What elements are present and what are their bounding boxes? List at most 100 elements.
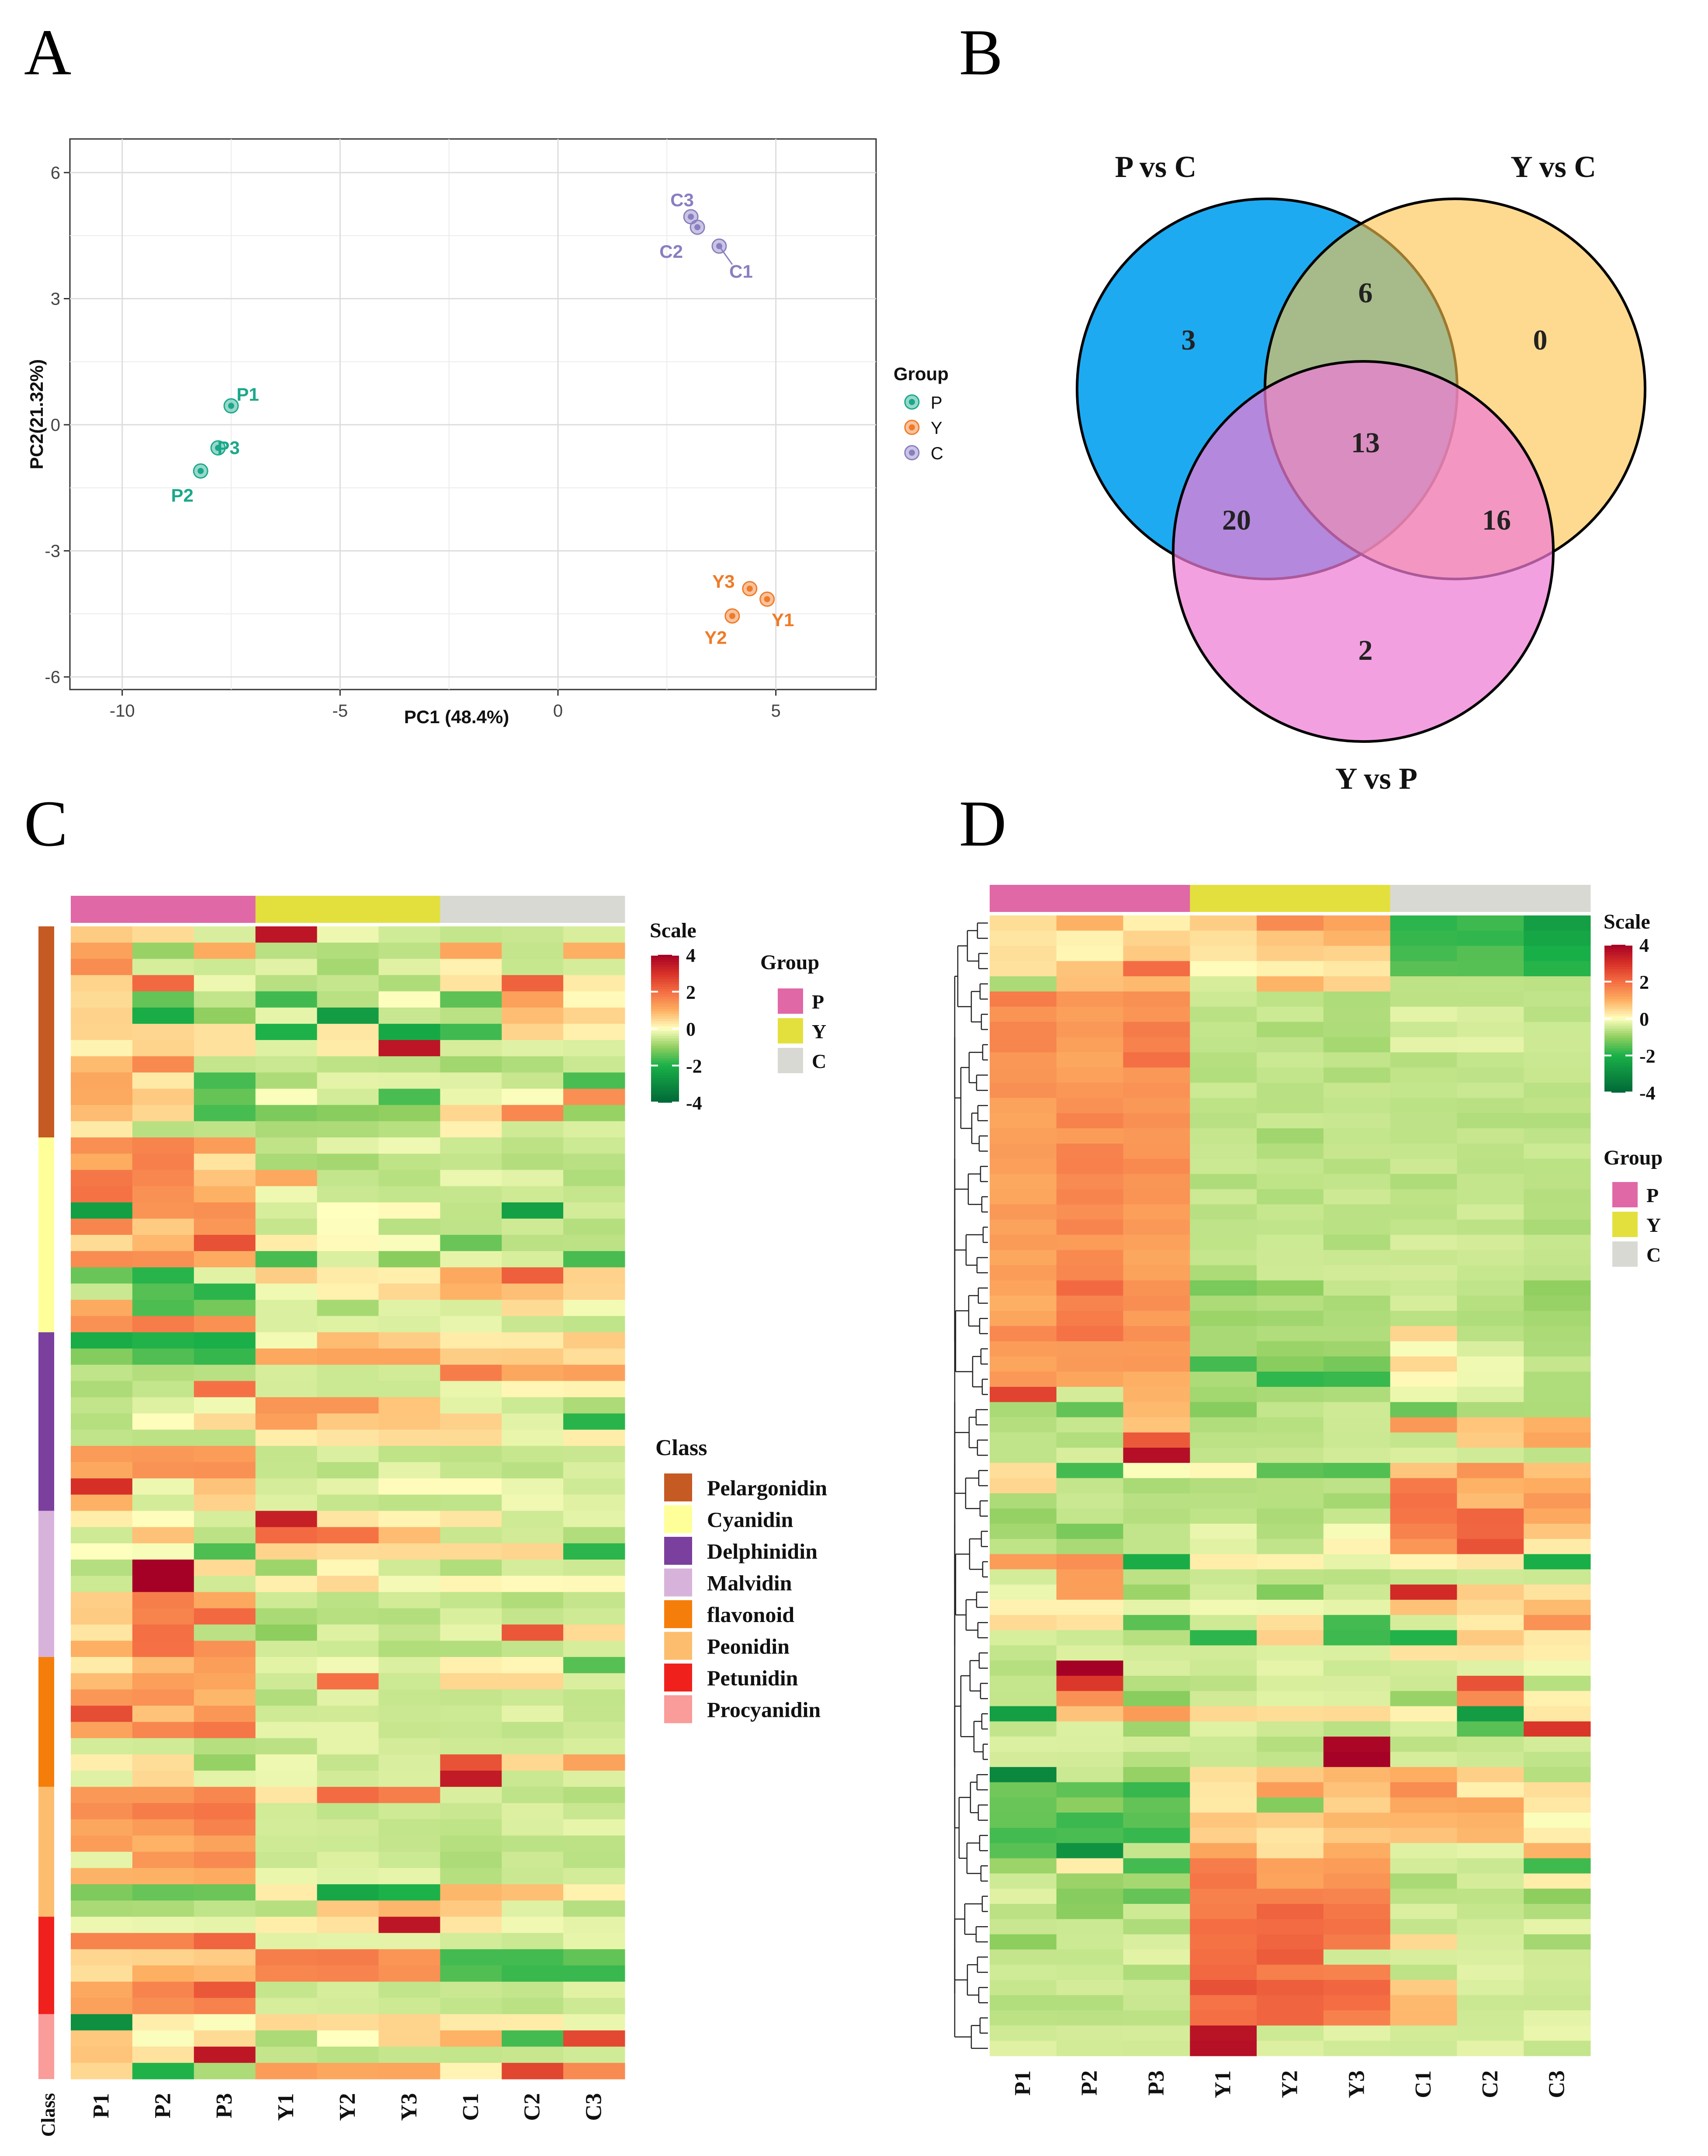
heatmap-c-cell	[132, 1348, 194, 1365]
heatmap-c-cell	[71, 1917, 133, 1934]
heatmap-d-cell	[1524, 1448, 1591, 1463]
heatmap-c-cell	[317, 1218, 379, 1235]
heatmap-d-cell	[1524, 1341, 1591, 1357]
heatmap-c-cell	[71, 1949, 133, 1966]
pca-xlabel: PC1 (48.4%)	[404, 707, 509, 727]
heatmap-d-cell	[1123, 1296, 1190, 1311]
heatmap-c-cell	[440, 1202, 502, 1219]
heatmap-c-cell	[132, 1868, 194, 1885]
heatmap-d-cell	[1123, 2041, 1190, 2056]
heatmap-d-cell	[1123, 946, 1190, 961]
heatmap-c-cell	[563, 1170, 625, 1186]
heatmap-d-column-label: C1	[1411, 2070, 1436, 2098]
heatmap-c-cell	[502, 1478, 564, 1495]
heatmap-c-cell	[255, 1705, 318, 1723]
heatmap-c-cell	[132, 1803, 194, 1820]
heatmap-c-cell	[132, 1365, 194, 1381]
heatmap-d-cell	[1524, 1737, 1591, 1752]
heatmap-c-cell	[132, 1137, 194, 1154]
heatmap-d-cell	[1123, 1752, 1190, 1768]
heatmap-c-cell	[378, 1803, 440, 1820]
heatmap-d-scale-step	[1604, 1004, 1632, 1007]
heatmap-c-cell	[563, 1640, 625, 1657]
heatmap-c-cell	[71, 1445, 133, 1463]
heatmap-c-cell	[317, 1348, 379, 1365]
heatmap-c-cell	[440, 1121, 502, 1138]
heatmap-d-cell	[1123, 961, 1190, 977]
heatmap-c-cell	[194, 1040, 256, 1057]
heatmap-c-scale-step	[651, 1055, 679, 1059]
heatmap-c-cell	[194, 1121, 256, 1138]
heatmap-d-cell	[1323, 1448, 1391, 1463]
heatmap-d-cell	[1323, 1721, 1391, 1737]
heatmap-c-cell	[378, 1640, 440, 1657]
heatmap-d-cell	[1190, 1417, 1257, 1433]
heatmap-c-cell	[440, 2046, 502, 2063]
heatmap-c-cell	[317, 2030, 379, 2047]
heatmap-d-cell	[1323, 1782, 1391, 1798]
heatmap-d-cell	[1123, 1980, 1190, 1996]
heatmap-c-cell	[132, 1445, 194, 1463]
heatmap-d-cell	[1190, 1052, 1257, 1068]
heatmap-c-cell	[71, 1413, 133, 1430]
heatmap-c-cell	[317, 959, 379, 975]
heatmap-c-cell	[378, 1154, 440, 1170]
heatmap-c-cell	[132, 1560, 194, 1576]
heatmap-c-cell	[502, 1917, 564, 1934]
heatmap-c-cell	[563, 1445, 625, 1463]
heatmap-d-cell	[1190, 1995, 1257, 2011]
heatmap-d-scale-step	[1604, 950, 1632, 953]
heatmap-d-cell	[1123, 1204, 1190, 1220]
heatmap-d-group-legend-label: Y	[1646, 1214, 1661, 1236]
heatmap-c-cell	[563, 2062, 625, 2080]
heatmap-c-cell	[502, 1365, 564, 1381]
heatmap-d-cell	[1323, 1980, 1391, 1996]
heatmap-c-cell	[378, 1088, 440, 1106]
heatmap-c-cell	[440, 1072, 502, 1089]
heatmap-c-cell	[440, 1056, 502, 1073]
heatmap-c-cell	[317, 1088, 379, 1106]
heatmap-c-cell	[132, 1527, 194, 1544]
heatmap-d-cell	[1457, 1949, 1524, 1965]
pca-point	[716, 243, 722, 250]
heatmap-d-cell	[1190, 1402, 1257, 1418]
venn-count-p-vs-c-and-y-vs-p: 20	[1222, 504, 1251, 536]
heatmap-d-cell	[1524, 1752, 1591, 1768]
heatmap-d-cell	[1457, 1113, 1524, 1129]
heatmap-d-scale-step	[1604, 1026, 1632, 1029]
heatmap-d-cell	[1390, 1615, 1457, 1631]
heatmap-d-cell	[990, 1144, 1057, 1159]
heatmap-c-cell	[563, 1803, 625, 1820]
heatmap-d-scale-step	[1604, 996, 1632, 999]
heatmap-c-cell	[317, 1283, 379, 1300]
heatmap-c-scale-step	[651, 1050, 679, 1054]
heatmap-c-cell	[440, 1527, 502, 1544]
heatmap-c-cell	[132, 1283, 194, 1300]
heatmap-d-group-segment	[1457, 885, 1524, 912]
heatmap-d-cell	[1257, 1904, 1324, 1920]
heatmap-c-cell	[194, 1705, 256, 1723]
heatmap-c-cell	[71, 1722, 133, 1739]
heatmap-c-cell	[255, 1560, 318, 1576]
heatmap-c-cell	[502, 1105, 564, 1122]
heatmap-c-cell	[378, 1234, 440, 1251]
heatmap-d-cell	[1056, 1569, 1124, 1585]
heatmap-d-cell	[1323, 1995, 1391, 2011]
heatmap-d-group-segment	[1123, 885, 1190, 912]
heatmap-c-cell	[132, 1462, 194, 1479]
heatmap-c-cell	[502, 959, 564, 975]
heatmap-c-cell	[378, 1917, 440, 1934]
heatmap-c-cell	[378, 1413, 440, 1430]
heatmap-c-class-legend-swatch	[664, 1664, 692, 1692]
heatmap-c-cell	[71, 1754, 133, 1771]
heatmap-d-scale-step	[1604, 1033, 1632, 1036]
heatmap-d-scale-step	[1604, 952, 1632, 955]
heatmap-d-cells	[990, 915, 1591, 2056]
heatmap-c-cell	[502, 1819, 564, 1836]
heatmap-c-cell	[194, 1088, 256, 1106]
heatmap-c-scale-step	[651, 1006, 679, 1009]
heatmap-d-cell	[1323, 1326, 1391, 1341]
heatmap-c-cell	[502, 1965, 564, 1982]
heatmap-d-cell	[1390, 1889, 1457, 1904]
heatmap-c-cell	[132, 2030, 194, 2047]
